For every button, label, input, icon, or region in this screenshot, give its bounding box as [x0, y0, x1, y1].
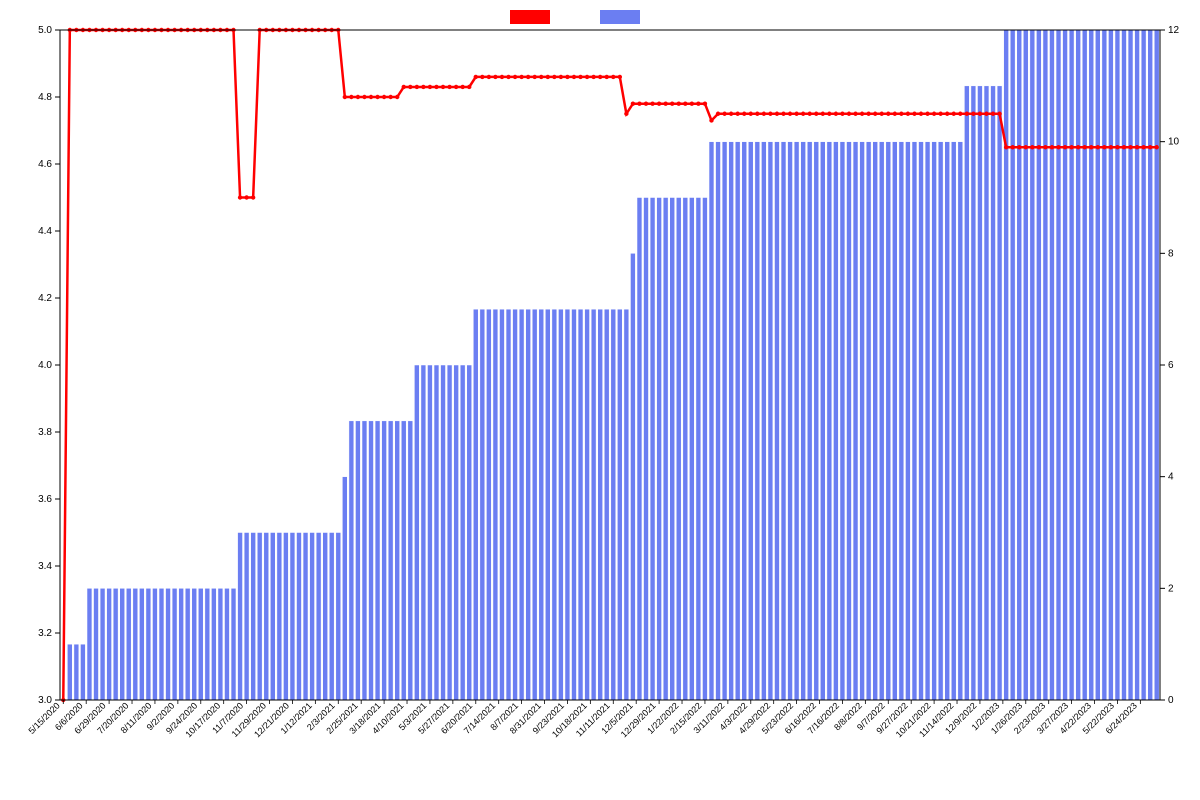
svg-text:4.6: 4.6 [38, 159, 52, 170]
svg-text:10: 10 [1168, 137, 1180, 148]
svg-text:6: 6 [1168, 360, 1174, 371]
svg-text:4.4: 4.4 [38, 226, 52, 237]
svg-text:2: 2 [1168, 583, 1174, 594]
svg-text:0: 0 [1168, 695, 1174, 706]
svg-text:4: 4 [1168, 472, 1174, 483]
svg-text:4.8: 4.8 [38, 92, 52, 103]
svg-text:4.2: 4.2 [38, 293, 52, 304]
combo-chart: 3.03.23.43.63.84.04.24.44.64.85.00246810… [0, 0, 1200, 800]
svg-text:12: 12 [1168, 25, 1180, 36]
svg-text:3.8: 3.8 [38, 427, 52, 438]
svg-text:3.6: 3.6 [38, 494, 52, 505]
chart-container: 3.03.23.43.63.84.04.24.44.64.85.00246810… [0, 0, 1200, 800]
svg-text:8: 8 [1168, 248, 1174, 259]
svg-text:4.0: 4.0 [38, 360, 52, 371]
svg-text:3.4: 3.4 [38, 561, 52, 572]
svg-text:3.2: 3.2 [38, 628, 52, 639]
svg-text:5.0: 5.0 [38, 25, 52, 36]
